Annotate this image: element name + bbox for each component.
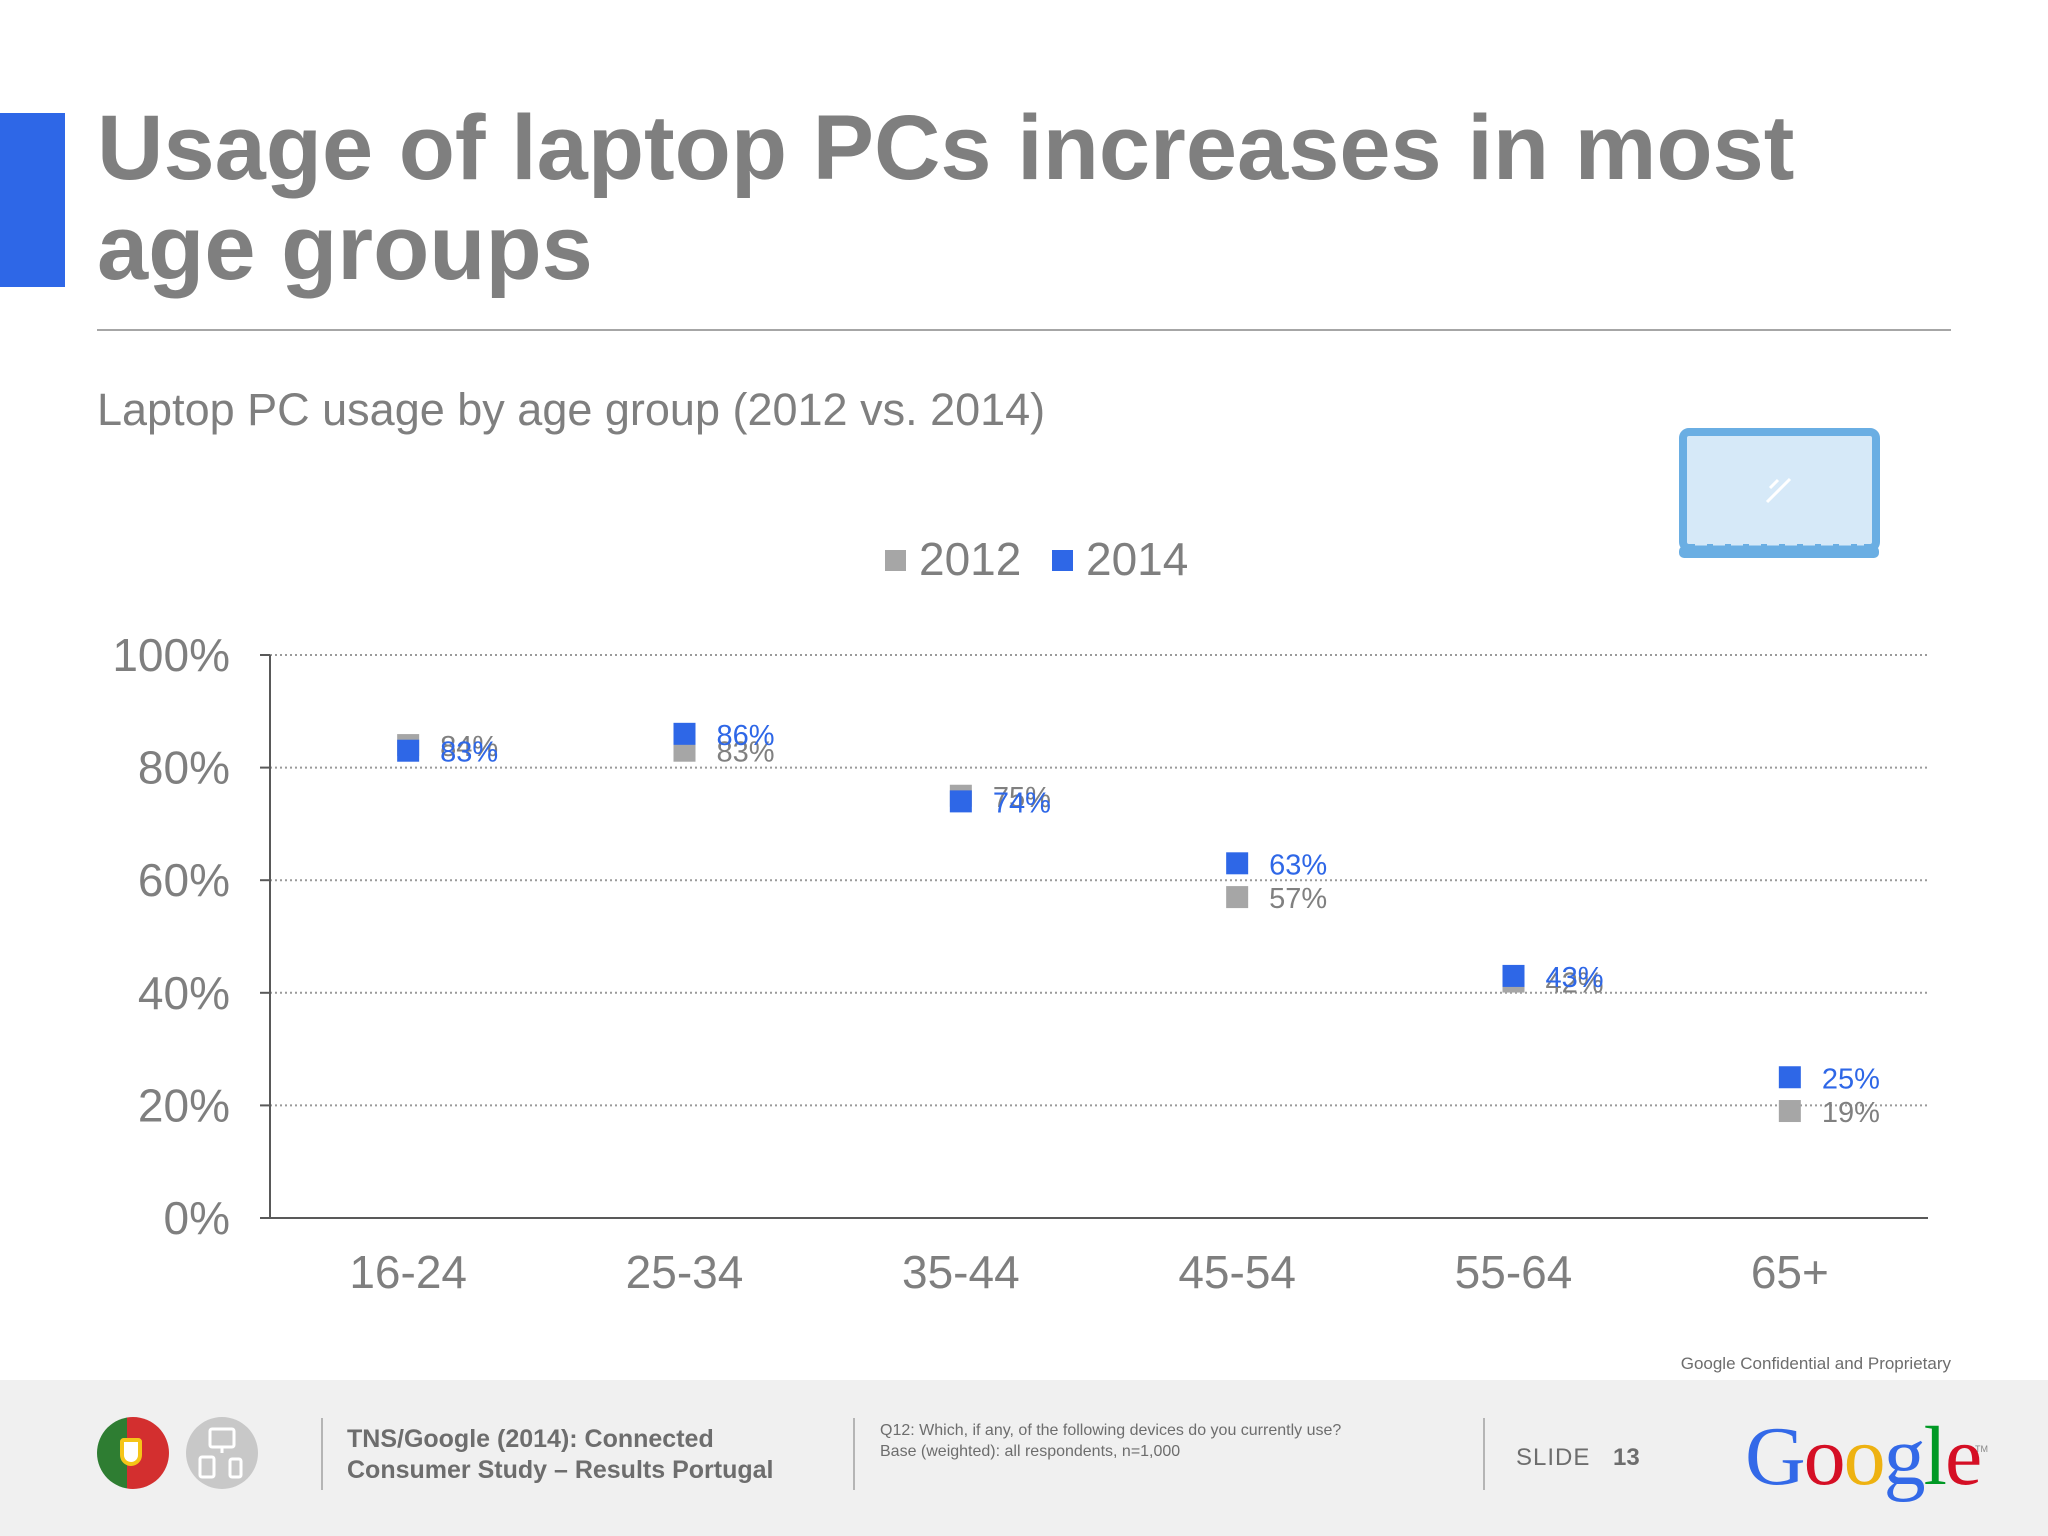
- footer-divider: [853, 1418, 855, 1490]
- x-tick-label: 25-34: [626, 1246, 744, 1298]
- data-label-2014: 74%: [993, 787, 1051, 819]
- point-2014-16-24: [397, 739, 420, 762]
- accent-bar: [0, 113, 65, 287]
- logo-letter: o: [1803, 1410, 1846, 1503]
- logo-letter: G: [1745, 1410, 1806, 1503]
- point-2012-25-34: [673, 739, 696, 762]
- source-citation: TNS/Google (2014): Connected Consumer St…: [347, 1425, 774, 1484]
- laptop-icon: [1679, 428, 1880, 558]
- google-logo: Google: [1745, 1408, 1982, 1505]
- y-tick-label: 60%: [138, 854, 230, 906]
- data-label-2014: 63%: [1269, 849, 1327, 881]
- point-2014-65+: [1778, 1066, 1801, 1089]
- x-tick-label: 65+: [1751, 1246, 1829, 1298]
- data-label-2012: 19%: [1822, 1097, 1880, 1129]
- portugal-flag-icon: [97, 1417, 169, 1489]
- data-label-2012: 83%: [717, 737, 775, 769]
- x-tick-label: 55-64: [1455, 1246, 1573, 1298]
- data-label-2012: 57%: [1269, 883, 1327, 915]
- x-tick-label: 45-54: [1178, 1246, 1296, 1298]
- legend-label: 2012: [919, 533, 1021, 585]
- question-note: Q12: Which, if any, of the following dev…: [880, 1420, 1440, 1462]
- legend-swatch: [1052, 550, 1073, 571]
- slide-label: SLIDE: [1516, 1444, 1591, 1471]
- slide-number: 13: [1613, 1444, 1640, 1471]
- point-2014-25-34: [673, 722, 696, 745]
- logo-letter: l: [1923, 1410, 1947, 1503]
- point-2012-45-54: [1226, 886, 1249, 909]
- footer-divider: [321, 1418, 323, 1490]
- legend-swatch: [885, 550, 906, 571]
- data-label-2014: 43%: [1546, 962, 1604, 994]
- logo-letter: g: [1883, 1410, 1926, 1503]
- data-label-2012: 42%: [1546, 968, 1604, 1000]
- point-2014-45-54: [1226, 852, 1249, 875]
- y-tick-label: 80%: [138, 742, 230, 794]
- y-tick-label: 100%: [112, 629, 230, 681]
- confidential-notice: Google Confidential and Proprietary: [1680, 1354, 1951, 1373]
- base-text: Base (weighted): all respondents, n=1,00…: [880, 1443, 1181, 1460]
- title-divider: [97, 329, 1951, 331]
- trademark-mark: TM: [1975, 1444, 1988, 1454]
- y-tick-label: 40%: [138, 967, 230, 1019]
- data-label-2014: 25%: [1822, 1063, 1880, 1095]
- data-label-2012: 75%: [993, 782, 1051, 814]
- point-2014-35-44: [949, 790, 972, 813]
- x-tick-label: 16-24: [349, 1246, 467, 1298]
- y-tick-label: 0%: [164, 1192, 230, 1244]
- logo-letter: o: [1843, 1410, 1886, 1503]
- footer: [0, 1380, 2048, 1536]
- page-title: Usage of laptop PCs increases in most ag…: [97, 97, 1795, 299]
- data-label-2014: 83%: [440, 737, 498, 769]
- chart-subtitle: Laptop PC usage by age group (2012 vs. 2…: [97, 384, 1046, 435]
- point-2014-55-64: [1502, 964, 1525, 987]
- data-label-2014: 86%: [717, 720, 775, 752]
- chart: 0% 20% 40% 60% 80% 100% 16-24 25-34 35-44 45-54 5…: [112, 428, 1928, 1298]
- footer-divider: [1483, 1418, 1485, 1490]
- y-tick-label: 20%: [138, 1079, 230, 1131]
- logo-letter: e: [1945, 1410, 1982, 1503]
- question-text: Q12: Which, if any, of the following dev…: [880, 1422, 1342, 1439]
- point-2012-65+: [1778, 1100, 1801, 1123]
- devices-icon: [186, 1417, 258, 1489]
- legend-label: 2014: [1086, 533, 1188, 585]
- x-tick-label: 35-44: [902, 1246, 1020, 1298]
- data-label-2012: 84%: [440, 731, 498, 763]
